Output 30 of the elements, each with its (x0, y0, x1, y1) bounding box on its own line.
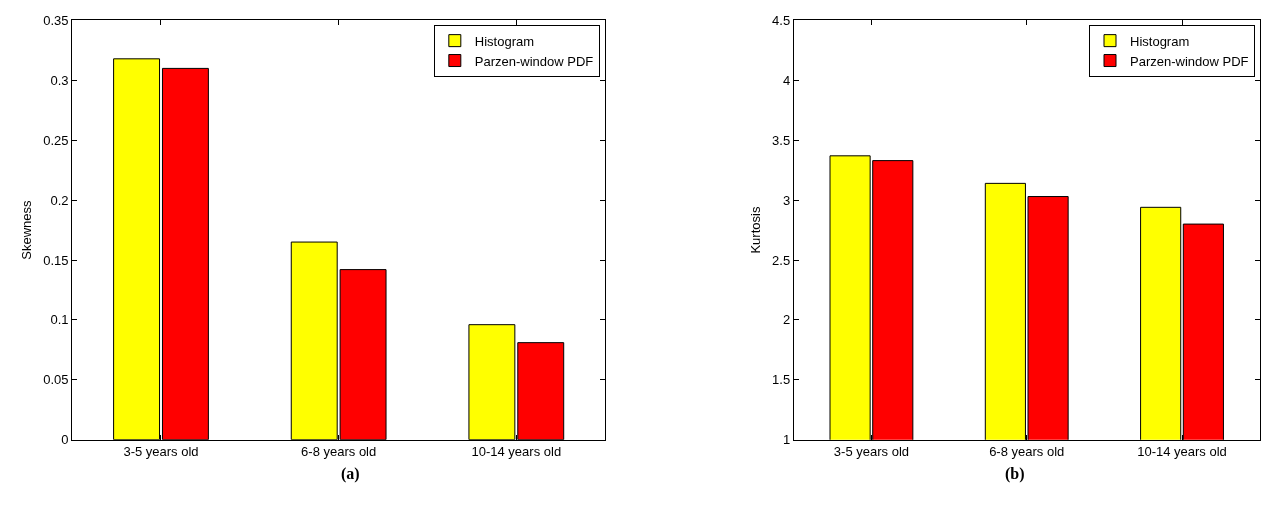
text: (a) (341, 465, 360, 483)
x-tick-label: 6-8 years old (301, 444, 377, 460)
x-tick-label: 6-8 years old (989, 444, 1065, 460)
y-tick-label: 4.5 (772, 13, 791, 29)
y-tick-label: 4 (782, 72, 791, 88)
x-tick-label: 3-5 years old (123, 444, 199, 460)
legend-label: Histogram (1130, 33, 1190, 49)
y-tick-label: 0.35 (43, 13, 69, 29)
y-tick-label: 0.15 (43, 252, 69, 268)
text: (b) (1005, 465, 1025, 483)
y-tick-label: 3.5 (772, 132, 791, 148)
y-axis-title: Skewness (19, 199, 35, 260)
y-tick-label: 0.05 (43, 372, 69, 388)
x-tick-label: 3-5 years old (833, 444, 910, 460)
x-tick-label: 10-14 years old (471, 444, 562, 460)
legend-label: Histogram (474, 33, 535, 49)
y-tick-label: 1 (782, 432, 791, 448)
legend-label: Parzen-window PDF (474, 53, 594, 69)
y-tick-label: 0.2 (50, 192, 69, 208)
y-tick-label: 0.1 (50, 312, 69, 328)
y-tick-label: 0.25 (43, 132, 69, 148)
x-tick-label: 10-14 years old (1137, 444, 1227, 460)
y-tick-label: 2 (782, 312, 791, 328)
y-tick-label: 3 (782, 192, 791, 208)
y-tick-label: 1.5 (772, 372, 791, 388)
y-tick-label: 0 (61, 432, 69, 448)
y-axis-title: Kurtosis (748, 206, 764, 254)
y-tick-label: 2.5 (772, 252, 791, 268)
y-tick-label: 0.3 (50, 72, 69, 88)
legend-label: Parzen-window PDF (1130, 53, 1249, 69)
